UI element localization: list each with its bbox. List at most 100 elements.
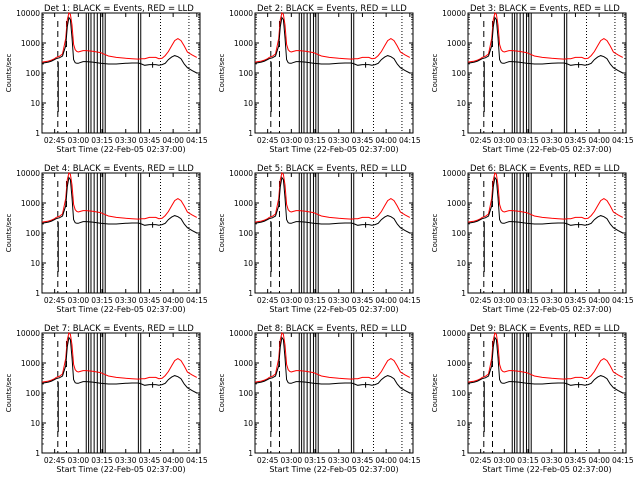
y-axis-label: Counts/sec [218, 374, 226, 413]
panel-det-5: Det 5: BLACK = Events, RED = LLD 1 10 100 10… [218, 164, 421, 314]
y-axis-label: Counts/sec [5, 214, 13, 253]
y-tick-label: 1 [248, 289, 253, 298]
y-tick-label: 10 [243, 419, 253, 428]
series-events-line [254, 16, 411, 74]
panel-title: Det 3: BLACK = Events, RED = LLD [470, 4, 620, 14]
panel-title: Det 8: BLACK = Events, RED = LLD [257, 324, 407, 334]
x-tick-label: 02:45 [470, 456, 492, 465]
x-tick-label: 03:15 [517, 456, 539, 465]
y-tick-label: 10000 [442, 9, 466, 18]
x-tick-label: 02:45 [257, 136, 279, 145]
x-tick-label: 03:45 [352, 296, 374, 305]
y-tick-label: 10 [243, 99, 253, 108]
y-tick-label: 10 [456, 419, 466, 428]
y-tick-label: 100 [239, 389, 254, 398]
x-axis-label: Start Time (22-Feb-05 02:37:00) [269, 305, 398, 314]
x-tick-label: 03:45 [139, 296, 161, 305]
series-events-line [467, 16, 624, 74]
x-tick-label: 03:15 [304, 456, 326, 465]
y-tick-label: 10 [456, 99, 466, 108]
x-axis-label: Start Time (22-Feb-05 02:37:00) [482, 145, 611, 154]
x-axis-label: Start Time (22-Feb-05 02:37:00) [56, 465, 185, 474]
series-events-line [41, 176, 198, 234]
x-tick-label: 03:15 [517, 296, 539, 305]
x-tick-label: 03:00 [494, 296, 516, 305]
y-tick-label: 100 [239, 69, 254, 78]
x-tick-label: 04:00 [162, 456, 184, 465]
x-tick-label: 03:00 [281, 296, 303, 305]
x-tick-label: 03:15 [91, 456, 113, 465]
x-tick-label: 03:45 [352, 456, 374, 465]
x-axis-label: Start Time (22-Feb-05 02:37:00) [269, 465, 398, 474]
x-tick-label: 03:15 [91, 296, 113, 305]
y-tick-label: 10000 [229, 329, 253, 338]
y-tick-label: 100 [239, 229, 254, 238]
x-tick-label: 04:00 [162, 136, 184, 145]
y-tick-label: 1000 [21, 39, 40, 48]
panel-det-9: Det 9: BLACK = Events, RED = LLD 1 10 100 10… [431, 324, 634, 474]
y-tick-label: 1000 [234, 199, 253, 208]
y-tick-label: 10000 [442, 329, 466, 338]
x-tick-label: 03:45 [139, 456, 161, 465]
y-tick-label: 1 [35, 289, 40, 298]
x-tick-label: 04:00 [588, 136, 610, 145]
y-tick-label: 100 [26, 229, 41, 238]
x-tick-label: 04:15 [399, 136, 421, 145]
panel-title: Det 4: BLACK = Events, RED = LLD [44, 164, 194, 174]
y-axis-label: Counts/sec [431, 374, 439, 413]
series-events-line [467, 176, 624, 234]
series-events-line [41, 336, 198, 394]
series-lld-line [254, 12, 411, 63]
x-tick-label: 03:30 [115, 136, 137, 145]
x-tick-label: 03:00 [68, 136, 90, 145]
series-events-line [41, 16, 198, 74]
x-tick-label: 03:30 [328, 296, 350, 305]
y-tick-label: 10000 [16, 329, 40, 338]
x-tick-label: 03:00 [494, 456, 516, 465]
x-tick-label: 03:30 [115, 456, 137, 465]
y-tick-label: 1000 [447, 359, 466, 368]
y-tick-label: 1 [461, 449, 466, 458]
x-tick-label: 03:30 [328, 456, 350, 465]
series-lld-line [254, 332, 411, 383]
panel-det-2: Det 2: BLACK = Events, RED = LLD 1 10 100 10… [218, 4, 421, 154]
y-tick-label: 1 [461, 289, 466, 298]
y-tick-label: 10000 [16, 169, 40, 178]
x-tick-label: 02:45 [44, 296, 66, 305]
x-tick-label: 04:00 [162, 296, 184, 305]
x-tick-label: 03:30 [541, 296, 563, 305]
series-lld-line [467, 12, 624, 63]
x-tick-label: 02:45 [257, 456, 279, 465]
series-events-line [467, 336, 624, 394]
series-lld-line [41, 172, 198, 223]
x-tick-label: 02:45 [44, 456, 66, 465]
y-tick-label: 10000 [442, 169, 466, 178]
y-tick-label: 100 [452, 229, 467, 238]
y-tick-label: 1000 [447, 39, 466, 48]
y-tick-label: 1000 [21, 359, 40, 368]
x-tick-label: 03:00 [68, 296, 90, 305]
x-tick-label: 04:00 [588, 456, 610, 465]
x-tick-label: 04:15 [186, 296, 208, 305]
x-tick-label: 03:15 [91, 136, 113, 145]
y-axis-label: Counts/sec [5, 54, 13, 93]
x-tick-label: 04:00 [588, 296, 610, 305]
series-lld-line [41, 332, 198, 383]
x-axis-label: Start Time (22-Feb-05 02:37:00) [482, 465, 611, 474]
y-tick-label: 100 [26, 69, 41, 78]
panel-title: Det 5: BLACK = Events, RED = LLD [257, 164, 407, 174]
y-tick-label: 100 [452, 389, 467, 398]
x-tick-label: 02:45 [470, 136, 492, 145]
x-tick-label: 02:45 [257, 296, 279, 305]
x-tick-label: 04:00 [375, 296, 397, 305]
x-tick-label: 03:45 [565, 296, 587, 305]
x-tick-label: 03:30 [541, 456, 563, 465]
x-tick-label: 04:15 [612, 296, 634, 305]
x-tick-label: 03:30 [115, 296, 137, 305]
x-axis-label: Start Time (22-Feb-05 02:37:00) [269, 145, 398, 154]
x-tick-label: 02:45 [470, 296, 492, 305]
x-tick-label: 03:45 [565, 136, 587, 145]
panel-title: Det 9: BLACK = Events, RED = LLD [470, 324, 620, 334]
